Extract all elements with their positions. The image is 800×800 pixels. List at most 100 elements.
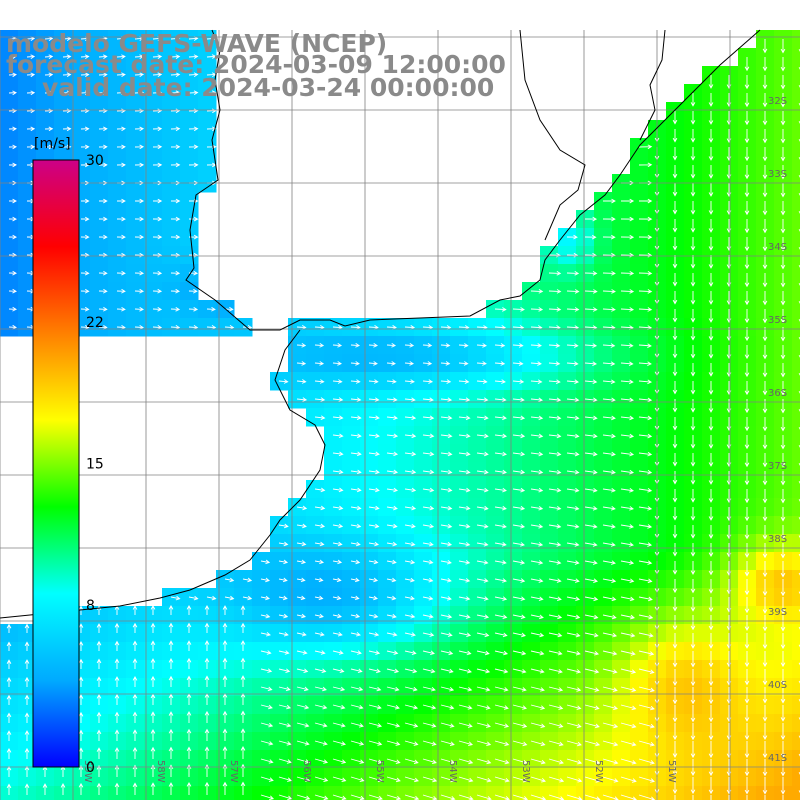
wind-arrow [422, 740, 437, 746]
wind-arrow [116, 198, 126, 204]
wind-arrow [98, 306, 108, 312]
field-cell [18, 642, 37, 661]
wind-arrow [116, 216, 126, 222]
wind-arrow [168, 657, 174, 669]
wind-arrow [278, 577, 288, 583]
wind-arrow [476, 361, 487, 366]
wind-arrow [566, 722, 582, 729]
wind-arrow [440, 578, 452, 583]
wind-arrow [422, 632, 435, 637]
wind-arrow [168, 782, 174, 795]
wind-arrow [566, 740, 582, 747]
wind-arrow [762, 777, 768, 795]
wind-arrow [332, 722, 346, 728]
wind-arrow [240, 675, 246, 687]
wind-arrow [260, 668, 273, 673]
wind-arrow [780, 579, 786, 597]
wind-arrow [708, 525, 714, 539]
wind-arrow [152, 90, 163, 96]
wind-arrow [78, 782, 84, 795]
wind-arrow [744, 237, 750, 252]
field-cell [108, 624, 127, 643]
wind-arrow [6, 641, 12, 651]
wind-arrow [278, 595, 288, 601]
wind-arrow [440, 361, 451, 366]
wind-arrow [690, 741, 696, 759]
wind-arrow [332, 559, 343, 565]
wind-arrow [566, 469, 580, 475]
field-cell [90, 750, 109, 769]
wind-arrow [690, 345, 696, 359]
wind-arrow [368, 758, 383, 764]
wind-arrow [690, 723, 696, 741]
wind-arrow [708, 111, 714, 125]
field-cell [792, 534, 800, 553]
colorbar: [m/s] 30 22 15 8 0 [32, 136, 104, 776]
wind-arrow [708, 543, 714, 558]
field-cell [180, 660, 199, 679]
wind-arrow [116, 72, 126, 78]
wind-arrow [44, 90, 54, 96]
wind-arrow [638, 740, 655, 747]
wind-arrow [566, 234, 578, 240]
field-cell [792, 444, 800, 463]
wind-arrow [152, 72, 163, 77]
wind-arrow [744, 579, 750, 596]
field-cell [180, 696, 199, 715]
wind-arrow [708, 417, 714, 431]
wind-arrow [762, 651, 768, 668]
wind-arrow [458, 740, 473, 746]
wind-arrow [240, 746, 246, 759]
wind-arrow [566, 415, 580, 421]
wind-arrow [6, 730, 12, 741]
wind-arrow [762, 75, 768, 90]
wind-arrow [6, 694, 12, 705]
wind-arrow [780, 291, 786, 306]
wind-arrow [476, 776, 492, 783]
wind-arrow [440, 650, 454, 656]
wind-arrow [116, 108, 126, 114]
wind-arrow [584, 379, 598, 385]
wind-arrow [368, 433, 380, 439]
wind-arrow [690, 687, 696, 705]
wind-arrow [602, 487, 616, 493]
wind-arrow [314, 379, 325, 384]
wind-arrow [548, 433, 562, 439]
wind-arrow [584, 415, 598, 421]
wind-arrow [368, 559, 379, 565]
field-cell [126, 606, 145, 625]
wind-arrow [548, 343, 561, 348]
wind-arrow [186, 675, 192, 687]
axis-labels: 32S 33S 34S 35S 36S 37S 38S 39S 40S 41S 59W 58W 57W 5… [82, 96, 787, 783]
wind-arrow [278, 740, 292, 746]
wind-arrow [548, 560, 562, 565]
wind-arrow [458, 505, 471, 511]
wind-arrow [116, 162, 126, 168]
wind-arrow [8, 162, 17, 168]
wind-arrow [350, 379, 361, 384]
wind-arrow [672, 273, 678, 287]
wind-arrow [440, 469, 453, 475]
wind-arrow [278, 559, 289, 565]
wind-arrow [620, 542, 634, 547]
wind-arrow [548, 578, 562, 583]
field-cell [216, 696, 235, 715]
wind-arrow [584, 451, 598, 457]
wind-arrow [762, 525, 768, 540]
wind-arrow [422, 379, 434, 384]
wind-arrow [584, 361, 598, 366]
wind-arrow [404, 776, 419, 783]
wind-arrow [744, 597, 750, 614]
wind-arrow [762, 507, 768, 522]
wind-arrow [494, 596, 508, 601]
wind-arrow [386, 379, 397, 384]
wind-arrow [620, 740, 637, 747]
wind-arrow [708, 237, 714, 251]
wind-arrow [332, 776, 347, 782]
wind-arrow [690, 273, 696, 287]
wind-arrow [602, 614, 617, 620]
wind-arrow [530, 614, 544, 620]
wind-arrow [780, 417, 786, 432]
wind-arrow [690, 651, 696, 668]
wind-arrow [240, 640, 246, 651]
